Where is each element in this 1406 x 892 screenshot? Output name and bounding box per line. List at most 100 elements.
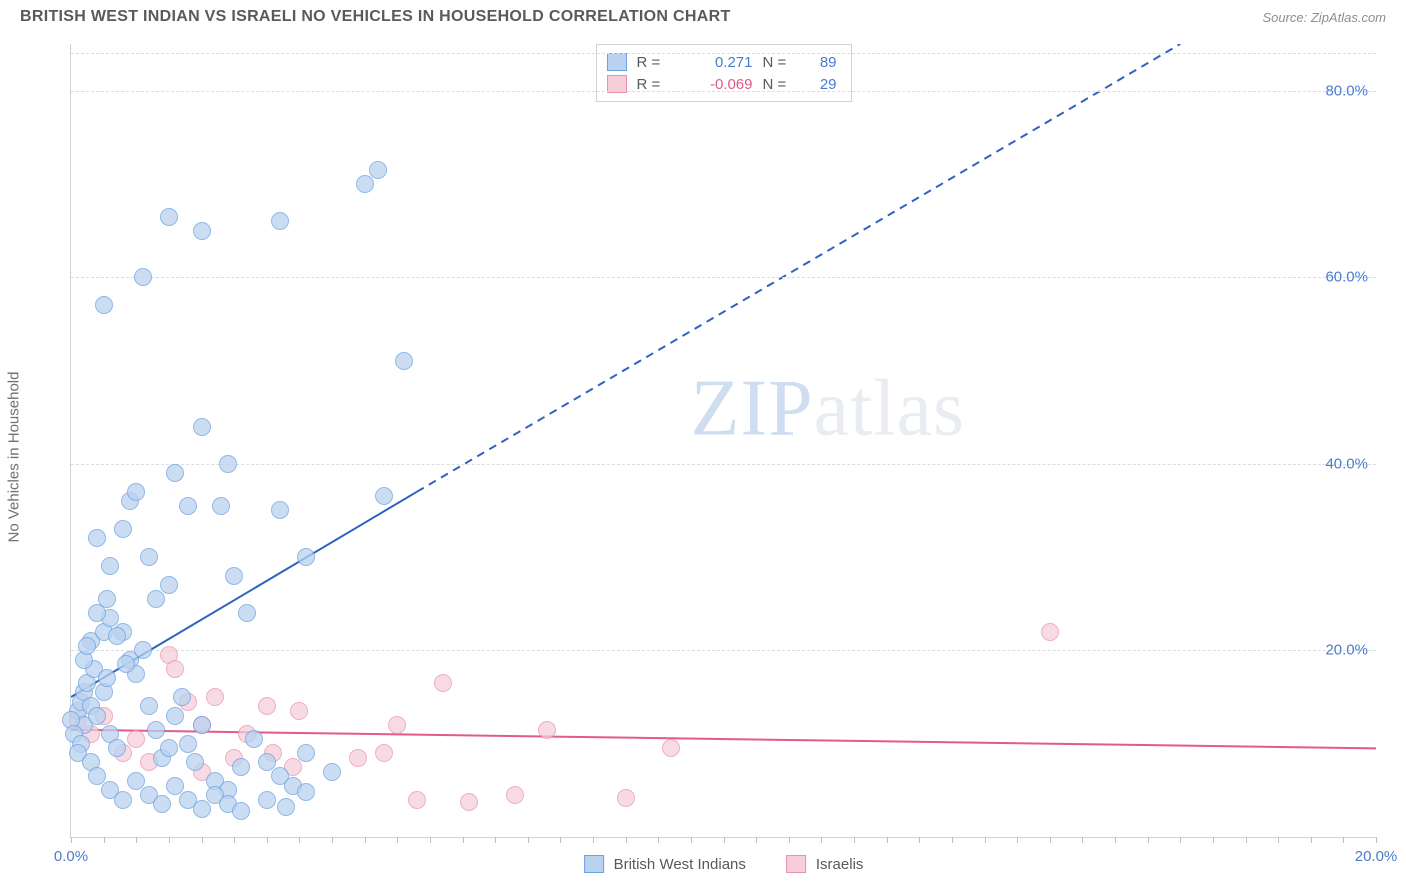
legend-item-pink: Israelis bbox=[786, 855, 864, 873]
data-point bbox=[232, 802, 250, 820]
x-tick-mark bbox=[756, 837, 757, 843]
x-tick-mark bbox=[1311, 837, 1312, 843]
gridline-h bbox=[71, 464, 1376, 465]
plot-area: ZIPatlas R = 0.271 N = 89 R = -0.069 N =… bbox=[70, 44, 1376, 838]
data-point bbox=[258, 791, 276, 809]
x-tick-mark bbox=[854, 837, 855, 843]
data-point bbox=[369, 161, 387, 179]
x-tick-mark bbox=[430, 837, 431, 843]
data-point bbox=[134, 641, 152, 659]
data-point bbox=[245, 730, 263, 748]
x-tick-mark bbox=[365, 837, 366, 843]
legend-label-pink: Israelis bbox=[816, 856, 864, 873]
x-tick-mark bbox=[169, 837, 170, 843]
watermark: ZIPatlas bbox=[691, 363, 966, 454]
x-tick-mark bbox=[1050, 837, 1051, 843]
data-point bbox=[277, 798, 295, 816]
data-point bbox=[160, 576, 178, 594]
x-tick-mark bbox=[789, 837, 790, 843]
data-point bbox=[232, 758, 250, 776]
data-point bbox=[179, 735, 197, 753]
legend-label-blue: British West Indians bbox=[614, 856, 746, 873]
swatch-blue-icon bbox=[584, 855, 604, 873]
data-point bbox=[186, 753, 204, 771]
x-tick-mark bbox=[136, 837, 137, 843]
data-point bbox=[538, 721, 556, 739]
data-point bbox=[166, 707, 184, 725]
data-point bbox=[101, 557, 119, 575]
x-tick-mark bbox=[1180, 837, 1181, 843]
x-tick-mark bbox=[1017, 837, 1018, 843]
data-point bbox=[395, 352, 413, 370]
data-point bbox=[147, 721, 165, 739]
y-axis-label: No Vehicles in Household bbox=[6, 372, 23, 543]
data-point bbox=[160, 739, 178, 757]
gridline-h bbox=[71, 91, 1376, 92]
x-tick-mark bbox=[332, 837, 333, 843]
x-tick-mark bbox=[821, 837, 822, 843]
y-tick-label: 60.0% bbox=[1325, 269, 1368, 286]
x-tick-mark bbox=[1082, 837, 1083, 843]
data-point bbox=[662, 739, 680, 757]
x-tick-mark bbox=[234, 837, 235, 843]
data-point bbox=[108, 739, 126, 757]
data-point bbox=[98, 669, 116, 687]
legend-series: British West Indians Israelis bbox=[584, 855, 864, 873]
x-tick-mark bbox=[658, 837, 659, 843]
swatch-pink-icon bbox=[786, 855, 806, 873]
data-point bbox=[349, 749, 367, 767]
x-tick-mark bbox=[593, 837, 594, 843]
data-point bbox=[193, 716, 211, 734]
x-tick-mark bbox=[397, 837, 398, 843]
data-point bbox=[193, 418, 211, 436]
data-point bbox=[238, 604, 256, 622]
data-point bbox=[108, 627, 126, 645]
data-point bbox=[114, 520, 132, 538]
data-point bbox=[98, 590, 116, 608]
x-tick-label: 0.0% bbox=[54, 848, 88, 865]
y-tick-label: 20.0% bbox=[1325, 642, 1368, 659]
data-point bbox=[297, 548, 315, 566]
data-point bbox=[375, 487, 393, 505]
data-point bbox=[127, 730, 145, 748]
data-point bbox=[88, 707, 106, 725]
legend-stats-row-pink: R = -0.069 N = 29 bbox=[607, 73, 837, 95]
x-tick-mark bbox=[463, 837, 464, 843]
legend-item-blue: British West Indians bbox=[584, 855, 746, 873]
data-point bbox=[179, 497, 197, 515]
data-point bbox=[127, 483, 145, 501]
data-point bbox=[147, 590, 165, 608]
data-point bbox=[225, 567, 243, 585]
y-tick-label: 40.0% bbox=[1325, 455, 1368, 472]
trend-lines bbox=[71, 44, 1376, 837]
data-point bbox=[1041, 623, 1059, 641]
data-point bbox=[78, 637, 96, 655]
trend-line bbox=[417, 44, 1180, 492]
data-point bbox=[323, 763, 341, 781]
data-point bbox=[166, 660, 184, 678]
x-tick-mark bbox=[919, 837, 920, 843]
x-tick-label: 20.0% bbox=[1355, 848, 1398, 865]
y-tick-label: 80.0% bbox=[1325, 82, 1368, 99]
watermark-atlas: atlas bbox=[814, 364, 966, 452]
x-tick-mark bbox=[528, 837, 529, 843]
x-tick-mark bbox=[560, 837, 561, 843]
x-tick-mark bbox=[952, 837, 953, 843]
x-tick-mark bbox=[1278, 837, 1279, 843]
data-point bbox=[193, 800, 211, 818]
data-point bbox=[617, 789, 635, 807]
data-point bbox=[297, 744, 315, 762]
data-point bbox=[388, 716, 406, 734]
data-point bbox=[271, 501, 289, 519]
x-tick-mark bbox=[887, 837, 888, 843]
chart-container: No Vehicles in Household ZIPatlas R = 0.… bbox=[20, 36, 1386, 878]
page-title: BRITISH WEST INDIAN VS ISRAELI NO VEHICL… bbox=[20, 8, 731, 26]
x-tick-mark bbox=[495, 837, 496, 843]
data-point bbox=[166, 464, 184, 482]
x-tick-mark bbox=[1343, 837, 1344, 843]
data-point bbox=[356, 175, 374, 193]
gridline-h bbox=[71, 277, 1376, 278]
data-point bbox=[153, 795, 171, 813]
x-tick-mark bbox=[299, 837, 300, 843]
data-point bbox=[95, 296, 113, 314]
